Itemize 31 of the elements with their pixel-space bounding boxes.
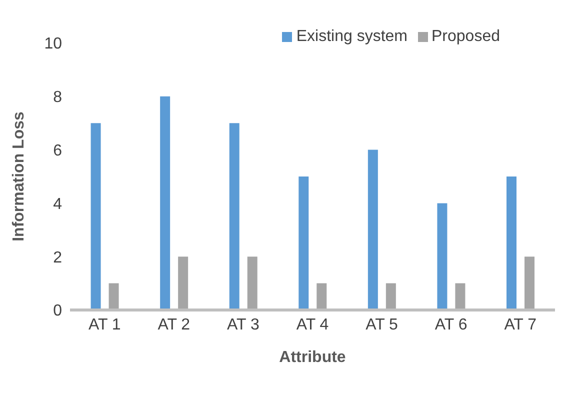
bar — [506, 176, 516, 310]
bar — [455, 283, 466, 310]
bar — [298, 176, 309, 310]
y-tick-label: 2 — [53, 249, 62, 266]
y-tick-label: 10 — [44, 36, 62, 53]
y-tick-label: 0 — [53, 302, 62, 320]
x-tick-label: AT 4 — [296, 316, 329, 334]
x-tick-label: AT 6 — [434, 316, 468, 334]
x-tick-label: AT 7 — [504, 316, 537, 334]
legend-label: Existing system — [296, 28, 408, 45]
x-tick-label: AT 5 — [366, 316, 398, 334]
bar — [316, 283, 327, 310]
bar — [247, 256, 258, 310]
x-tick-label: AT 1 — [88, 316, 121, 334]
y-tick-label: 6 — [53, 142, 62, 160]
bar — [386, 283, 396, 310]
x-axis-title: Attribute — [279, 349, 346, 366]
y-tick-label: 4 — [53, 196, 62, 213]
legend-label: Proposed — [432, 28, 500, 45]
x-tick-label: AT 2 — [158, 316, 190, 334]
x-tick-label: AT 3 — [227, 316, 260, 334]
bar — [368, 150, 378, 310]
y-axis-title: Information Loss — [10, 112, 28, 242]
bar — [108, 283, 119, 310]
y-tick-label: 8 — [53, 89, 62, 106]
bar — [178, 256, 188, 310]
bar — [437, 203, 448, 310]
bar — [90, 123, 101, 310]
bar — [160, 96, 170, 310]
bar — [229, 123, 240, 310]
bar — [524, 256, 534, 310]
